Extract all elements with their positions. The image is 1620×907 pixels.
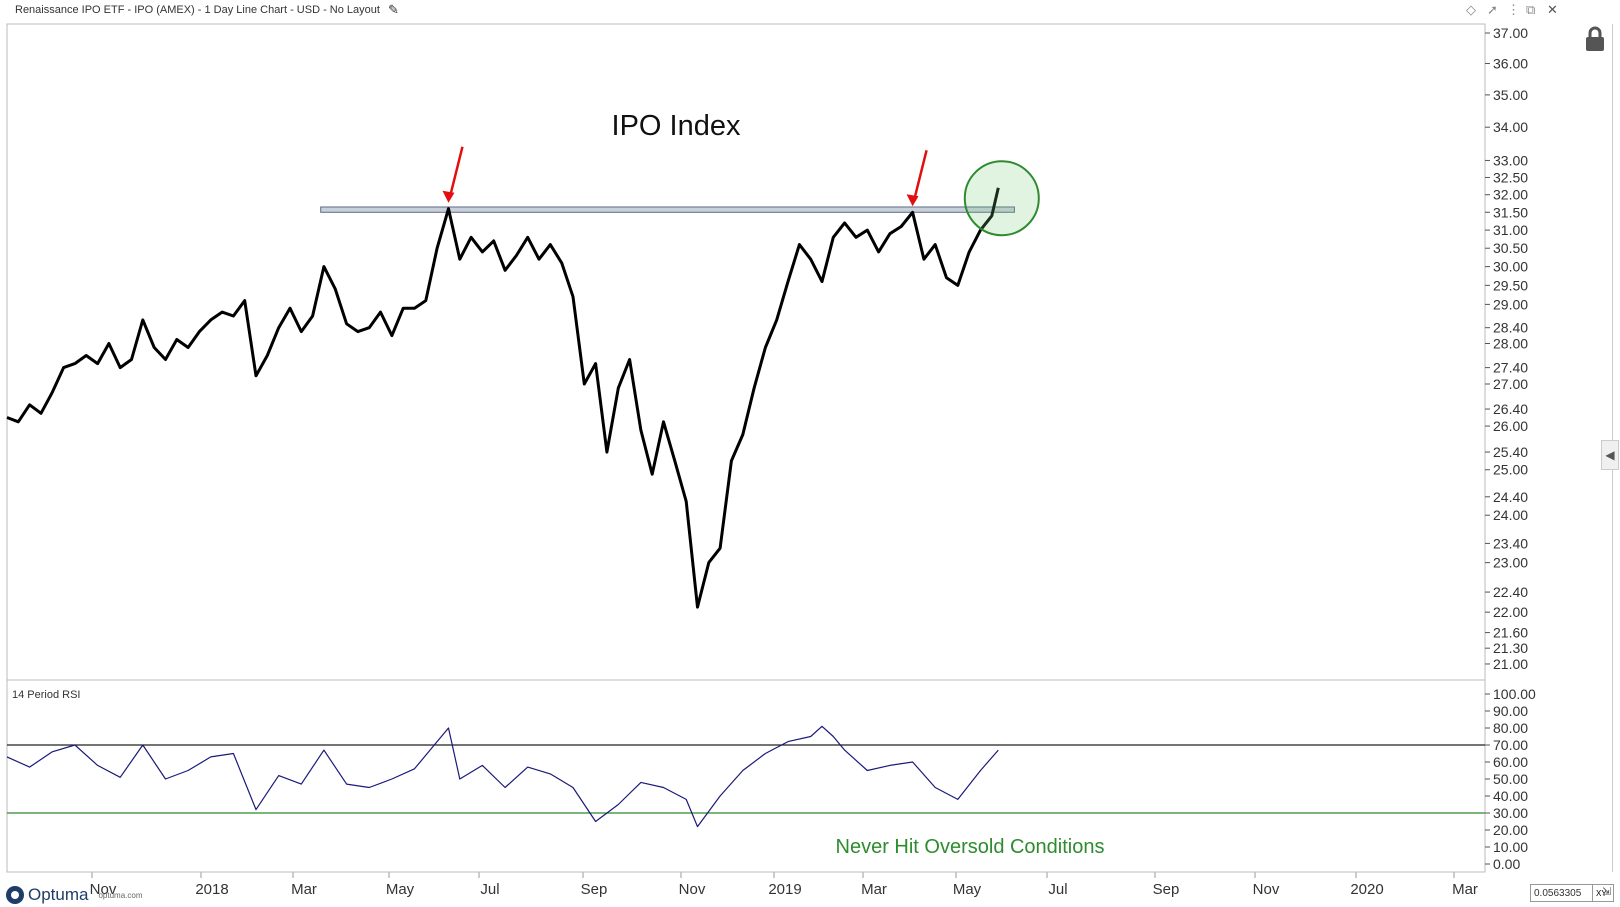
rsi-panel-frame (6, 679, 1486, 873)
price-y-tick-label: 34.00 (1493, 119, 1528, 135)
x-tick-label: Nov (90, 881, 117, 898)
x-axis: Nov 2018 Mar May Jul Sep Nov 2019 Mar May Jul Sep No… (7, 871, 1485, 898)
rsi-y-tick-label: 40.00 (1493, 788, 1528, 804)
x-tick-label: Sep (1153, 881, 1180, 898)
chevron-left-icon: ◀ (1605, 448, 1615, 462)
resistance-band (320, 206, 1015, 213)
zoom-icon[interactable]: ⇲ (1602, 886, 1612, 898)
price-y-tick-label: 23.00 (1493, 555, 1528, 571)
xy-toggle-button[interactable]: XY (1592, 885, 1610, 901)
price-y-tick-label: 24.40 (1493, 489, 1528, 505)
rsi-y-tick-label: 10.00 (1493, 839, 1528, 855)
red-arrow-shaft (913, 149, 928, 199)
optuma-logo-icon (6, 886, 24, 904)
price-y-tick-label: 30.50 (1493, 240, 1528, 256)
price-y-tick-label: 22.00 (1493, 604, 1528, 620)
x-tick-label: Jul (1048, 881, 1067, 898)
rsi-y-tick-label: 30.00 (1493, 805, 1528, 821)
rsi-y-tick-label: 50.00 (1493, 771, 1528, 787)
x-tick-label: 2019 (768, 881, 801, 898)
price-y-tick-label: 29.50 (1493, 277, 1528, 293)
price-line (6, 187, 1000, 609)
xy-scale-value[interactable]: 0.0563305 (1534, 887, 1582, 899)
logo-subtext: optuma.com (98, 890, 143, 900)
x-tick-label: 2020 (1350, 881, 1383, 898)
price-y-tick-label: 32.00 (1493, 187, 1528, 203)
price-y-tick-label: 27.00 (1493, 376, 1528, 392)
rsi-y-tick-label: 60.00 (1493, 754, 1528, 770)
price-y-tick-label: 28.40 (1493, 320, 1528, 336)
price-y-tick-label: 31.50 (1493, 204, 1528, 220)
price-chart-title: IPO Index (612, 110, 741, 142)
rsi-panel-title: 14 Period RSI (12, 689, 80, 701)
price-y-tick-label: 25.00 (1493, 462, 1528, 478)
price-y-tick-label: 32.50 (1493, 169, 1528, 185)
price-y-tick-label: 22.40 (1493, 584, 1528, 600)
lock-icon[interactable] (1581, 25, 1609, 53)
rsi-y-tick-label: 100.00 (1493, 686, 1536, 702)
price-y-tick-label: 21.00 (1493, 656, 1528, 672)
rsi-y-tick-label: 0.00 (1493, 856, 1520, 872)
price-y-tick-label: 27.40 (1493, 360, 1528, 376)
price-y-tick-label: 23.40 (1493, 535, 1528, 551)
price-y-tick-label: 30.00 (1493, 259, 1528, 275)
xy-scale-box[interactable]: 0.0563305 XY (1530, 884, 1614, 902)
oversold-annotation: Never Hit Oversold Conditions (836, 836, 1105, 858)
price-y-tick-label: 24.00 (1493, 507, 1528, 523)
x-tick-label: Mar (291, 881, 317, 898)
x-tick-label: Sep (581, 881, 608, 898)
maximize-icon[interactable]: ⧉ (1526, 2, 1536, 17)
collapse-panel-button[interactable]: ◀ (1601, 440, 1619, 470)
price-y-tick-label: 29.00 (1493, 296, 1528, 312)
x-tick-label: Nov (1253, 881, 1280, 898)
price-y-tick-label: 26.00 (1493, 418, 1528, 434)
breakout-circle (963, 160, 1040, 237)
diamond-icon[interactable]: ◇ (1466, 2, 1476, 17)
logo-text: Optuma (28, 885, 89, 904)
price-y-tick-label: 31.00 (1493, 222, 1528, 238)
rsi-y-tick-label: 70.00 (1493, 737, 1528, 753)
red-arrow-head (442, 190, 455, 203)
price-y-tick-label: 25.40 (1493, 444, 1528, 460)
x-tick-label: Mar (1452, 881, 1478, 898)
optuma-logo: Optuma optuma.com (4, 884, 143, 906)
x-tick-label: May (953, 881, 982, 898)
pin-icon[interactable]: ➚ (1487, 2, 1498, 17)
rsi-y-tick-label: 80.00 (1493, 720, 1528, 736)
price-y-tick-label: 21.30 (1493, 640, 1528, 656)
rsi-y-tick-label: 20.00 (1493, 822, 1528, 838)
price-y-tick-label: 33.00 (1493, 152, 1528, 168)
x-tick-label: Mar (861, 881, 887, 898)
price-panel-frame (6, 23, 1486, 681)
close-icon[interactable]: ✕ (1547, 2, 1558, 17)
rsi-line (6, 725, 999, 828)
red-arrow-shaft (449, 146, 464, 196)
price-y-tick-label: 35.00 (1493, 87, 1528, 103)
x-tick-label: Jul (480, 881, 499, 898)
rsi-y-tick-label: 90.00 (1493, 703, 1528, 719)
x-tick-label: Nov (679, 881, 706, 898)
rsi-panel: 14 Period RSI 100.0090.0080.0070.0060.005… (6, 679, 1536, 873)
price-y-tick-label: 37.00 (1493, 25, 1528, 41)
x-tick-label: May (386, 881, 415, 898)
price-y-tick-label: 28.00 (1493, 335, 1528, 351)
price-y-tick-label: 36.00 (1493, 56, 1528, 72)
price-y-tick-label: 21.60 (1493, 625, 1528, 641)
info-icon[interactable]: ⋮ (1507, 2, 1520, 17)
window-titlebar: Renaissance IPO ETF - IPO (AMEX) - 1 Day… (0, 0, 1620, 24)
x-tick-label: 2018 (195, 881, 228, 898)
price-y-tick-label: 26.40 (1493, 401, 1528, 417)
pencil-icon[interactable]: ✎ (388, 2, 399, 17)
red-arrow-head (906, 194, 919, 207)
chart-window-title: Renaissance IPO ETF - IPO (AMEX) - 1 Day… (15, 4, 380, 16)
